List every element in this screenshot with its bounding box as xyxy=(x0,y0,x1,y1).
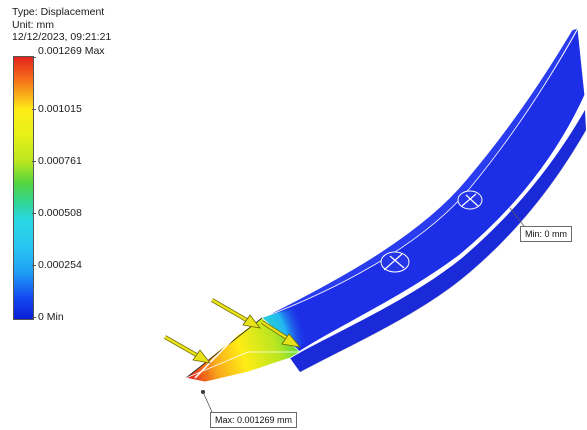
legend-label: 0.001015 xyxy=(38,103,82,115)
max-probe-label[interactable]: Max: 0.001269 mm xyxy=(210,412,298,428)
legend-label-min: 0 Min xyxy=(38,311,64,323)
shank-lower-face xyxy=(290,110,586,372)
bolt-hole-lower xyxy=(380,251,410,273)
shank-top-face xyxy=(261,27,579,319)
bolt-hole-upper xyxy=(457,190,483,210)
legend-tick xyxy=(32,57,36,58)
load-arrow xyxy=(210,298,261,329)
result-type: Type: Displacement xyxy=(12,6,105,18)
color-legend-bar xyxy=(13,56,34,320)
legend-tick xyxy=(32,161,36,162)
min-probe-label[interactable]: Min: 0 mm xyxy=(520,226,573,242)
legend-tick xyxy=(32,317,36,318)
result-timestamp: 12/12/2023, 09:21:21 xyxy=(12,31,112,43)
legend-label: 0.000508 xyxy=(38,207,82,219)
legend-tick xyxy=(32,213,36,214)
legend-label-max: 0.001269 Max xyxy=(38,45,105,57)
min-leader-line xyxy=(509,207,525,227)
max-leader-line xyxy=(202,391,213,413)
result-unit: Unit: mm xyxy=(12,18,54,31)
legend-label: 0.000761 xyxy=(38,155,82,167)
legend-label: 0.000254 xyxy=(38,259,82,271)
result-header: Type: Displacement Unit: mm 12/12/2023, … xyxy=(12,6,111,44)
load-arrow xyxy=(164,335,211,364)
legend-tick xyxy=(32,109,36,110)
load-arrow xyxy=(260,320,302,348)
legend-tick xyxy=(32,265,36,266)
